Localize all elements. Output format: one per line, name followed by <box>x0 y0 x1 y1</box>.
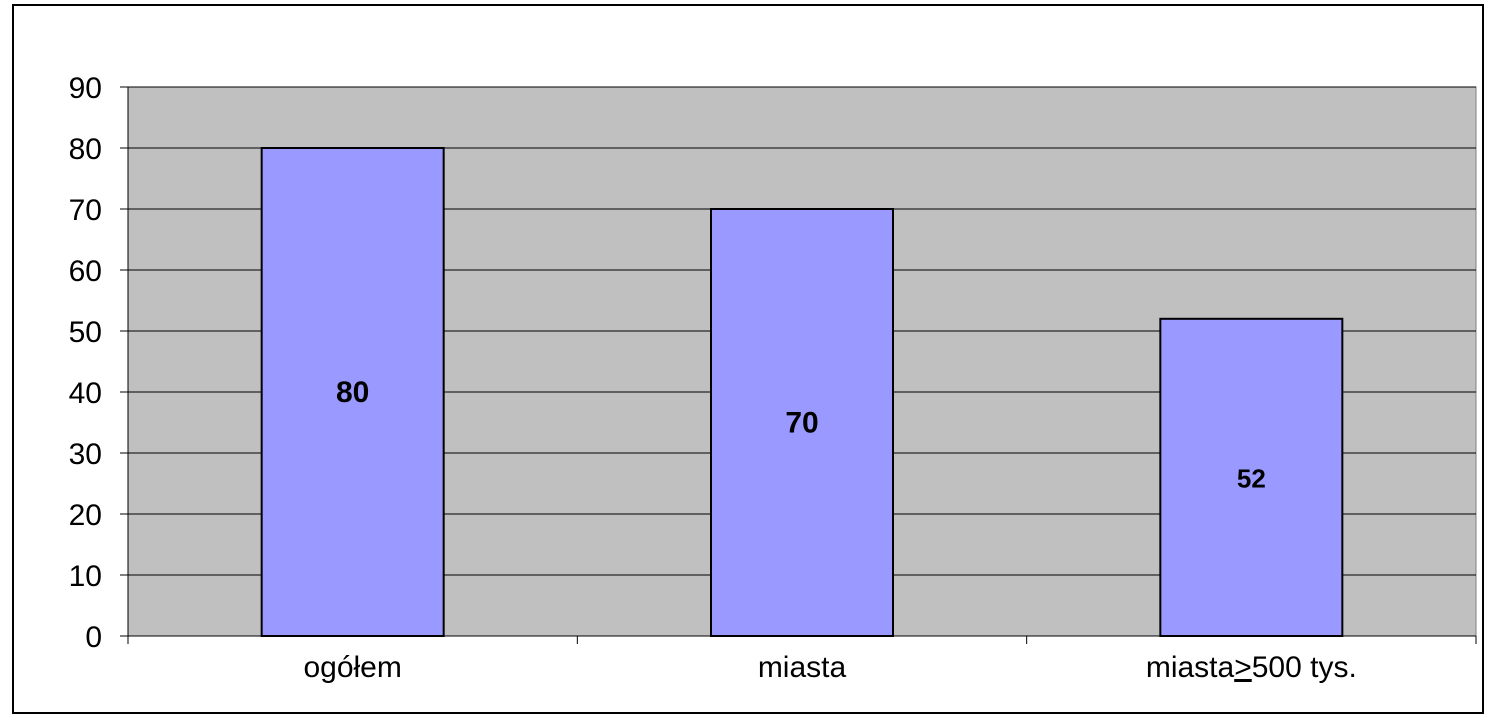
y-tick-label: 80 <box>69 133 102 166</box>
data-label: 52 <box>1237 463 1266 493</box>
data-label: 80 <box>336 376 369 409</box>
x-category-label: miasta <box>758 651 847 684</box>
y-tick-label: 90 <box>69 72 102 105</box>
y-tick-label: 10 <box>69 560 102 593</box>
y-tick-label: 70 <box>69 194 102 227</box>
data-label: 70 <box>785 407 818 440</box>
y-tick-label: 20 <box>69 499 102 532</box>
y-tick-label: 0 <box>85 621 102 654</box>
bar <box>710 208 894 637</box>
y-tick-label: 30 <box>69 438 102 471</box>
y-tick-label: 60 <box>69 255 102 288</box>
y-tick-label: 40 <box>69 377 102 410</box>
x-category-label: ogółem <box>303 651 401 684</box>
bar <box>1159 317 1344 637</box>
x-category-label: miasta>500 tys. <box>1146 651 1357 684</box>
bar <box>260 147 445 637</box>
y-tick-label: 50 <box>69 316 102 349</box>
